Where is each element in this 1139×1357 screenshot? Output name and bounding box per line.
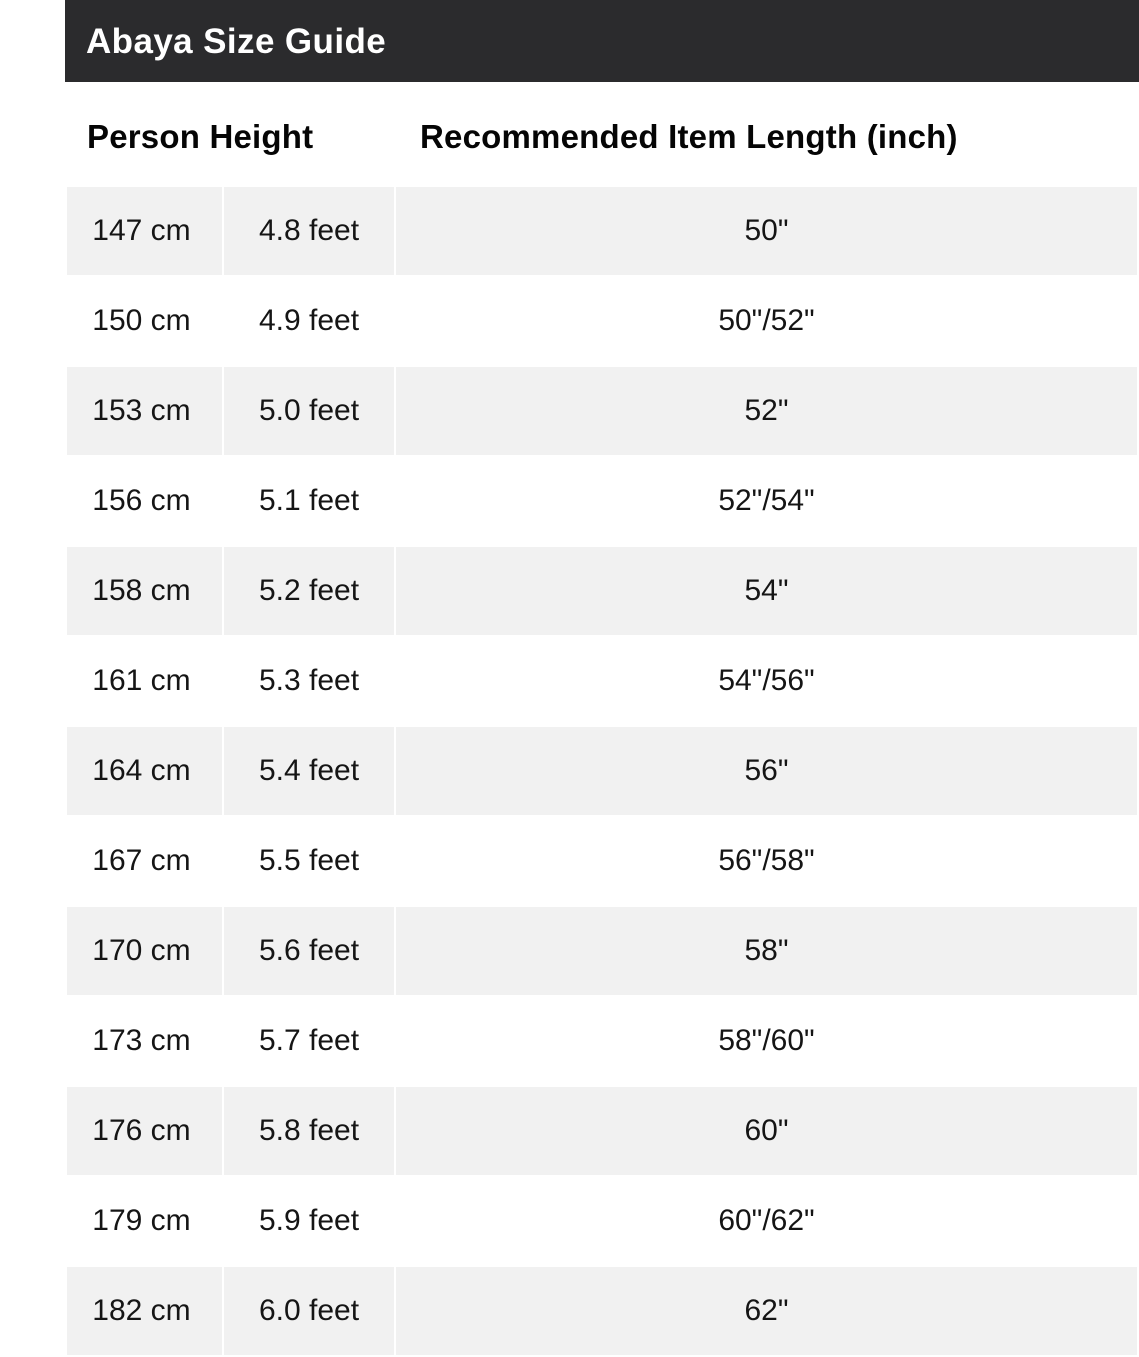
cell-height-feet: 6.0 feet [224, 1267, 394, 1355]
cell-height-feet: 5.6 feet [224, 907, 394, 995]
table-row: 158 cm 5.2 feet 54" [67, 547, 1137, 635]
cell-height-cm: 153 cm [67, 367, 222, 455]
cell-recommended-length: 56" [396, 727, 1137, 815]
size-guide-table: Person Height Recommended Item Length (i… [65, 86, 1139, 1357]
cell-recommended-length: 56"/58" [396, 817, 1137, 905]
cell-height-feet: 5.9 feet [224, 1177, 394, 1265]
cell-height-cm: 150 cm [67, 277, 222, 365]
table-body: 147 cm 4.8 feet 50" 150 cm 4.9 feet 50"/52" 15… [67, 187, 1137, 1355]
table-row: 179 cm 5.9 feet 60"/62" [67, 1177, 1137, 1265]
table-row: 164 cm 5.4 feet 56" [67, 727, 1137, 815]
table-row: 170 cm 5.6 feet 58" [67, 907, 1137, 995]
cell-height-feet: 5.7 feet [224, 997, 394, 1085]
cell-recommended-length: 50"/52" [396, 277, 1137, 365]
cell-height-cm: 170 cm [67, 907, 222, 995]
cell-height-feet: 5.1 feet [224, 457, 394, 545]
cell-height-feet: 5.2 feet [224, 547, 394, 635]
cell-height-cm: 147 cm [67, 187, 222, 275]
table-row: 147 cm 4.8 feet 50" [67, 187, 1137, 275]
cell-recommended-length: 62" [396, 1267, 1137, 1355]
cell-recommended-length: 60"/62" [396, 1177, 1137, 1265]
cell-recommended-length: 60" [396, 1087, 1137, 1175]
cell-height-feet: 5.0 feet [224, 367, 394, 455]
cell-recommended-length: 58" [396, 907, 1137, 995]
table-row: 161 cm 5.3 feet 54"/56" [67, 637, 1137, 725]
table-row: 173 cm 5.7 feet 58"/60" [67, 997, 1137, 1085]
cell-recommended-length: 58"/60" [396, 997, 1137, 1085]
cell-height-feet: 4.9 feet [224, 277, 394, 365]
cell-height-cm: 164 cm [67, 727, 222, 815]
cell-height-cm: 156 cm [67, 457, 222, 545]
table-row: 176 cm 5.8 feet 60" [67, 1087, 1137, 1175]
cell-recommended-length: 54"/56" [396, 637, 1137, 725]
abaya-size-guide: Abaya Size Guide Person Height Recommend… [65, 0, 1139, 1355]
table-row: 182 cm 6.0 feet 62" [67, 1267, 1137, 1355]
cell-height-cm: 158 cm [67, 547, 222, 635]
cell-height-feet: 5.5 feet [224, 817, 394, 905]
page-title: Abaya Size Guide [86, 21, 387, 61]
table-row: 150 cm 4.9 feet 50"/52" [67, 277, 1137, 365]
cell-recommended-length: 52" [396, 367, 1137, 455]
cell-height-cm: 173 cm [67, 997, 222, 1085]
cell-height-feet: 5.8 feet [224, 1087, 394, 1175]
column-header-person-height: Person Height [67, 88, 394, 185]
size-guide-banner: Abaya Size Guide [65, 0, 1139, 82]
cell-height-feet: 5.3 feet [224, 637, 394, 725]
cell-recommended-length: 54" [396, 547, 1137, 635]
table-row: 167 cm 5.5 feet 56"/58" [67, 817, 1137, 905]
table-header-row: Person Height Recommended Item Length (i… [67, 88, 1137, 185]
cell-recommended-length: 50" [396, 187, 1137, 275]
cell-height-cm: 176 cm [67, 1087, 222, 1175]
cell-height-cm: 167 cm [67, 817, 222, 905]
cell-height-feet: 5.4 feet [224, 727, 394, 815]
table-row: 156 cm 5.1 feet 52"/54" [67, 457, 1137, 545]
cell-height-feet: 4.8 feet [224, 187, 394, 275]
cell-height-cm: 182 cm [67, 1267, 222, 1355]
column-header-recommended-length: Recommended Item Length (inch) [396, 88, 1137, 185]
table-row: 153 cm 5.0 feet 52" [67, 367, 1137, 455]
cell-recommended-length: 52"/54" [396, 457, 1137, 545]
cell-height-cm: 161 cm [67, 637, 222, 725]
cell-height-cm: 179 cm [67, 1177, 222, 1265]
table-header: Person Height Recommended Item Length (i… [67, 88, 1137, 185]
